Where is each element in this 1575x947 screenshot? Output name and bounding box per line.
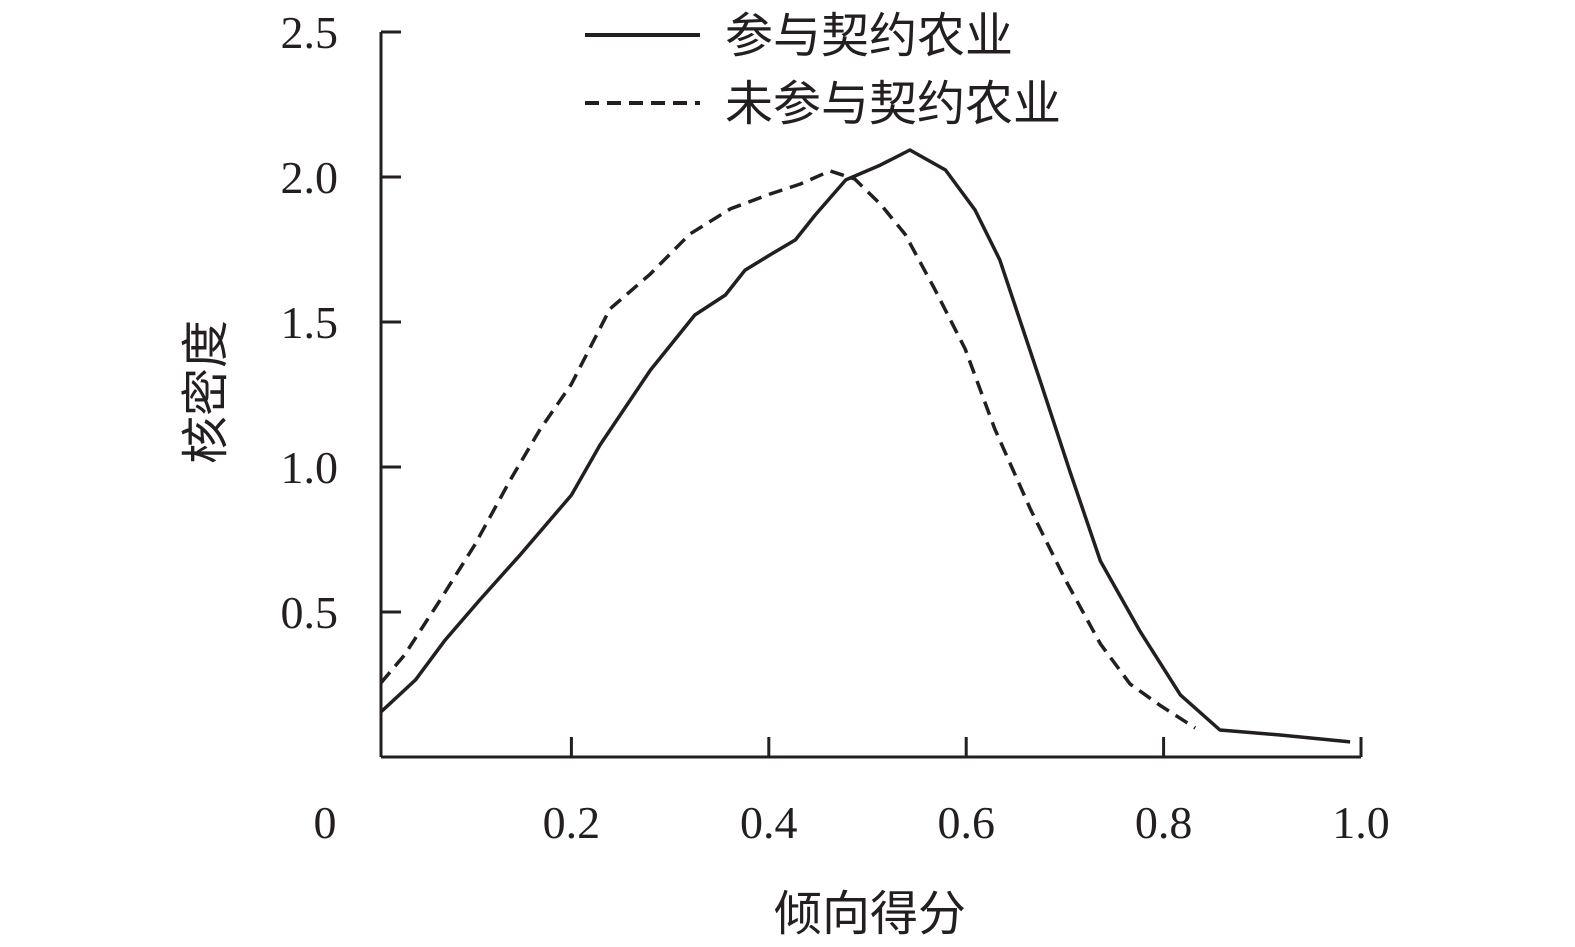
- y-tick-label: 2.5: [281, 7, 339, 58]
- x-tick-label: 0.8: [1135, 797, 1193, 848]
- series-line-nonparticipate: [379, 169, 1197, 730]
- legend-label-nonparticipate: 未参与契约农业: [725, 78, 1061, 131]
- legend-label-participate: 参与契约农业: [725, 10, 1013, 63]
- x-tick-label: 0.4: [740, 797, 798, 848]
- y-tick-label: 0.5: [281, 587, 339, 638]
- y-tick-label: 2.0: [281, 152, 339, 203]
- x-tick-label: 0: [314, 797, 337, 848]
- x-tick-label: 0.6: [937, 797, 995, 848]
- x-axis-label: 倾向得分: [774, 888, 966, 941]
- series-line-participate: [379, 148, 1351, 744]
- x-tick-label: 0.2: [543, 797, 601, 848]
- y-tick-label: 1.5: [281, 297, 339, 348]
- y-axis-label: 核密度: [180, 320, 233, 464]
- y-tick-label: 1.0: [281, 442, 339, 493]
- x-tick-label: 1.0: [1332, 797, 1390, 848]
- legend: 参与契约农业 未参与契约农业: [585, 10, 1061, 131]
